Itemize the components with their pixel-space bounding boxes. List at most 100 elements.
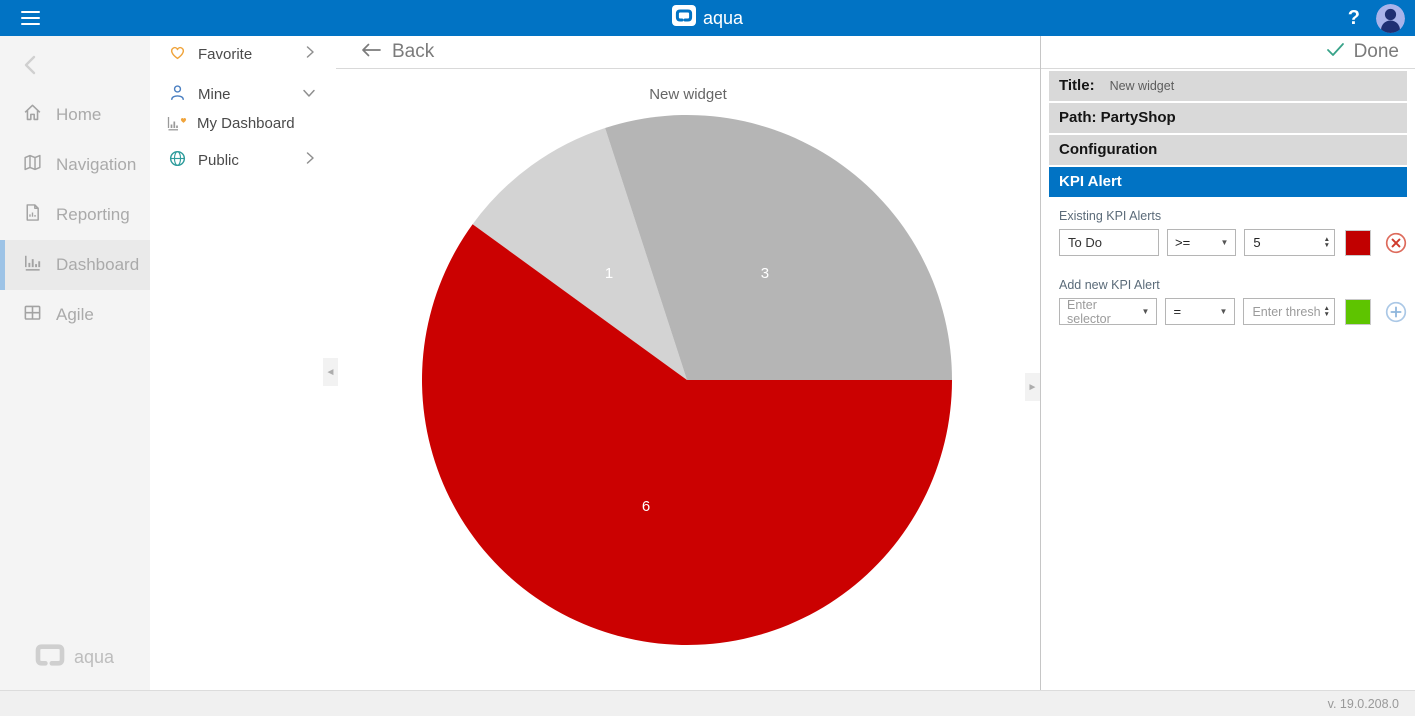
kpi-alert-label: KPI Alert (1059, 173, 1122, 190)
bar-chart-icon (22, 252, 43, 278)
dashboard-chart-icon (166, 111, 188, 132)
collapse-left-handle[interactable]: ◄ (323, 358, 338, 386)
pie-slice-3[interactable] (605, 114, 952, 380)
globe-icon (168, 149, 187, 172)
new-kpi-selector-select[interactable]: Enter selector ▼ (1059, 297, 1158, 326)
new-kpi-operator-select[interactable]: = ▼ (1165, 298, 1236, 325)
done-button[interactable]: Done (1326, 41, 1399, 63)
title-value: New widget (1109, 79, 1175, 93)
widget-settings-panel: Done Title: New widget Path: PartyShop C… (1040, 36, 1415, 690)
kpi-color-swatch-green[interactable] (1344, 298, 1371, 325)
remove-kpi-alert-button[interactable] (1385, 232, 1407, 254)
sidebar: Home Navigation Reporting Dashboard Agil… (0, 36, 150, 690)
tree-item-label: Mine (198, 85, 231, 103)
sidebar-item-label: Home (56, 105, 102, 124)
tree-item-mine[interactable]: Mine (150, 83, 336, 105)
aqua-logo-gray-icon (34, 643, 66, 672)
path-label: Path: PartyShop (1059, 109, 1176, 126)
main-header: Back (336, 36, 1040, 69)
caret-down-icon: ▼ (1141, 307, 1150, 316)
spinner-up-icon[interactable]: ▲ (1323, 235, 1330, 243)
check-icon (1326, 41, 1345, 63)
pie-slice-6[interactable] (421, 224, 952, 646)
sidebar-collapse-button[interactable] (22, 54, 40, 81)
section-kpi-alert[interactable]: KPI Alert (1049, 167, 1407, 197)
heart-icon (168, 43, 187, 65)
tree-item-label: Public (198, 151, 239, 169)
right-panel-header: Done (1041, 36, 1415, 69)
pie-slice-label: 1 (605, 265, 613, 282)
chevron-right-icon (304, 45, 316, 63)
spinner-down-icon[interactable]: ▼ (1323, 241, 1330, 249)
add-kpi-alert-button[interactable] (1385, 301, 1407, 323)
sidebar-item-navigation[interactable]: Navigation (0, 140, 150, 190)
collapse-right-handle[interactable]: ► (1025, 373, 1040, 401)
spinner-arrows[interactable]: ▲ ▼ (1323, 304, 1330, 318)
back-button[interactable]: Back (360, 41, 434, 63)
new-kpi-alert-row: Enter selector ▼ = ▼ Enter thresh ▲ ▼ (1059, 297, 1407, 326)
tree-item-favorite[interactable]: Favorite (150, 43, 336, 65)
sidebar-item-home[interactable]: Home (0, 90, 150, 140)
pie-slice-1[interactable] (472, 127, 687, 380)
status-bar: v. 19.0.208.0 (0, 690, 1415, 716)
sidebar-item-label: Reporting (56, 205, 130, 224)
section-path[interactable]: Path: PartyShop (1049, 103, 1407, 133)
pie-slice-label: 3 (761, 265, 769, 282)
spinner-down-icon[interactable]: ▼ (1323, 310, 1330, 318)
configuration-label: Configuration (1059, 141, 1158, 158)
new-kpi-selector-placeholder: Enter selector (1067, 297, 1111, 326)
help-button[interactable]: ? (1347, 6, 1360, 29)
kpi-color-swatch-red[interactable] (1345, 229, 1371, 256)
sidebar-footer-brand-text: aqua (74, 647, 115, 667)
sidebar-item-reporting[interactable]: Reporting (0, 190, 150, 240)
tree-item-label: My Dashboard (197, 114, 295, 132)
sidebar-nav: Home Navigation Reporting Dashboard Agil… (0, 90, 150, 340)
widget-preview-area: Back New widget 1 3 6 (336, 36, 1040, 690)
user-avatar[interactable] (1376, 3, 1405, 33)
section-configuration[interactable]: Configuration (1049, 135, 1407, 165)
brand-name: aqua (702, 7, 744, 28)
board-grid-icon (22, 302, 43, 328)
sidebar-item-dashboard[interactable]: Dashboard (0, 240, 150, 290)
add-new-kpi-alert-label: Add new KPI Alert (1059, 278, 1160, 292)
aqua-logo-icon (671, 5, 696, 31)
version-label: v. 19.0.208.0 (1327, 696, 1399, 711)
back-label: Back (392, 41, 435, 62)
existing-kpi-alerts-label: Existing KPI Alerts (1059, 209, 1162, 223)
dashboard-tree-panel: Favorite Mine My Dashboard Public (150, 36, 336, 690)
kpi-threshold-input[interactable]: 5 ▲ ▼ (1244, 229, 1335, 256)
report-document-icon (22, 202, 43, 228)
brand: aqua (0, 0, 1415, 36)
map-icon (22, 152, 43, 178)
kpi-operator-select[interactable]: >= ▼ (1167, 229, 1237, 256)
sidebar-item-label: Navigation (56, 155, 137, 174)
caret-down-icon: ▼ (1220, 238, 1229, 247)
new-kpi-threshold-input[interactable]: Enter thresh ▲ ▼ (1243, 298, 1335, 325)
favorite-heart-badge-icon (179, 111, 188, 128)
caret-down-icon: ▼ (1219, 307, 1228, 316)
pie-slice-label: 6 (642, 498, 650, 515)
hamburger-menu-icon[interactable] (21, 11, 40, 25)
new-kpi-threshold-placeholder: Enter thresh (1252, 304, 1321, 319)
person-icon (168, 83, 187, 106)
kpi-operator-value: >= (1175, 235, 1191, 250)
tree-item-my-dashboard[interactable]: My Dashboard (150, 112, 336, 134)
pie-chart: 1 3 6 (421, 114, 952, 646)
sidebar-item-label: Dashboard (56, 255, 140, 274)
title-label: Title: (1059, 77, 1095, 94)
sidebar-item-agile[interactable]: Agile (0, 290, 150, 340)
spinner-up-icon[interactable]: ▲ (1323, 304, 1330, 312)
chevron-down-icon (302, 86, 316, 103)
kpi-selector-input[interactable] (1059, 229, 1159, 256)
tree-item-public[interactable]: Public (150, 149, 336, 171)
spinner-arrows[interactable]: ▲ ▼ (1323, 235, 1330, 249)
sidebar-footer-brand: aqua (34, 643, 114, 672)
kpi-threshold-value: 5 (1253, 235, 1261, 250)
chart-title: New widget (649, 86, 727, 103)
sidebar-item-label: Agile (56, 305, 94, 324)
home-icon (22, 102, 43, 128)
done-label: Done (1353, 41, 1399, 62)
section-title[interactable]: Title: New widget (1049, 71, 1407, 101)
tree-item-label: Favorite (198, 45, 253, 63)
